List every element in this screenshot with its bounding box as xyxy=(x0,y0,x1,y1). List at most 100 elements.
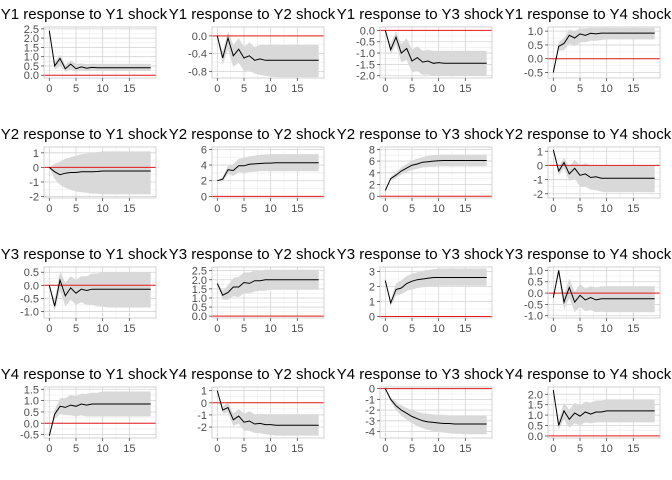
y-tick-label: 0.0 xyxy=(528,54,543,66)
ci-band xyxy=(553,268,655,313)
response-line xyxy=(48,403,151,436)
x-tick-label: 5 xyxy=(73,83,79,95)
x-tick-label: 0 xyxy=(550,443,556,455)
plot-frame xyxy=(43,386,157,439)
y-tick-label: 2 xyxy=(369,282,375,294)
panel-plot: 0 2 4 6 0 5 10 15 xyxy=(201,144,325,215)
plot-frame xyxy=(379,266,493,319)
ci-band xyxy=(49,391,151,436)
x-tick-label: 5 xyxy=(577,443,583,455)
y-tick-label: -1 xyxy=(533,175,543,187)
panel-plot: 10-1-20 5 10 15 xyxy=(197,386,325,455)
y-tick-label: 0.5 xyxy=(192,302,207,314)
x-tick-label: 5 xyxy=(241,203,247,215)
x-tick-label: 0 xyxy=(46,443,52,455)
y-tick-label: 8 xyxy=(369,144,375,156)
plot-frame xyxy=(43,26,157,79)
plot-frame xyxy=(547,266,661,319)
ci-band xyxy=(385,388,487,435)
x-tick-label: 10 xyxy=(97,323,109,335)
ci-band xyxy=(217,31,319,78)
x-tick-label: 5 xyxy=(577,323,583,335)
y-tick-label: -1.0 xyxy=(356,48,375,60)
x-tick-label: 0 xyxy=(214,323,220,335)
y-tick-label: 6 xyxy=(201,144,207,156)
y-tick-label: 3 xyxy=(369,267,375,279)
x-tick-label: 0 xyxy=(46,323,52,335)
x-tick-label: 0 xyxy=(214,443,220,455)
x-tick-label: 15 xyxy=(291,323,303,335)
y-tick-label: 1.5 xyxy=(24,384,39,396)
x-tick-label: 15 xyxy=(627,83,639,95)
y-tick-label: -0.4 xyxy=(188,49,207,61)
plot-frame xyxy=(547,146,661,199)
x-tick-label: 15 xyxy=(123,83,135,95)
y-tick-label: 1.5 xyxy=(528,400,543,412)
x-tick-label: 10 xyxy=(265,203,277,215)
y-tick-label: 0 xyxy=(201,191,207,203)
y-tick-label: -1.0 xyxy=(524,311,543,323)
irf-panel: Y1 response to Y1 shock 0.0 0.5 1.0 1.5 2.0 2.… xyxy=(0,0,168,120)
y-tick-label: 4 xyxy=(369,168,375,180)
x-tick-label: 15 xyxy=(123,443,135,455)
y-tick-label: -2 xyxy=(365,405,375,417)
ci-band xyxy=(217,269,319,300)
x-tick-label: 15 xyxy=(123,203,135,215)
x-tick-label: 0 xyxy=(382,203,388,215)
response-line xyxy=(216,35,319,61)
irf-panel: Y2 response to Y3 shock 0 2 4 6 8 0 5 10 15 xyxy=(336,120,504,240)
response-line xyxy=(384,388,487,425)
x-tick-label: 15 xyxy=(459,443,471,455)
x-tick-label: 15 xyxy=(123,323,135,335)
y-tick-label: 4 xyxy=(201,160,207,172)
panel-title: Y3 response to Y4 shock xyxy=(504,246,672,263)
plot-frame xyxy=(211,146,325,199)
y-tick-label: -0.8 xyxy=(188,66,207,78)
y-tick-label: 0 xyxy=(33,162,39,174)
x-tick-label: 5 xyxy=(241,83,247,95)
y-tick-label: 0.0 xyxy=(528,288,543,300)
y-tick-label: 0.0 xyxy=(192,311,207,323)
panel-title: Y2 response to Y1 shock xyxy=(0,126,168,143)
plot-frame xyxy=(211,386,325,439)
y-tick-label: 0 xyxy=(369,191,375,203)
panel-title: Y3 response to Y3 shock xyxy=(336,246,504,263)
panel-title: Y3 response to Y1 shock xyxy=(0,246,168,263)
x-tick-label: 15 xyxy=(627,443,639,455)
y-tick-label: -1 xyxy=(29,177,39,189)
y-tick-label: 0.5 xyxy=(24,267,39,279)
y-tick-label: 2.5 xyxy=(192,266,207,278)
y-tick-label: -1 xyxy=(365,394,375,406)
plot-frame xyxy=(547,26,661,79)
irf-panel: Y4 response to Y3 shock 0 -1 -2 -3 -4 0 5 10 15 xyxy=(336,360,504,480)
response-line xyxy=(552,390,655,426)
panel-title: Y3 response to Y2 shock xyxy=(168,246,336,263)
x-tick-label: 15 xyxy=(627,203,639,215)
y-tick-label: 2 xyxy=(201,176,207,188)
y-tick-label: 0.5 xyxy=(528,277,543,289)
panel-plot: 1.51.00.50.0-0.5 0 5 10 15 xyxy=(20,384,157,455)
response-line xyxy=(552,149,655,179)
x-tick-label: 10 xyxy=(433,323,445,335)
y-tick-label: 0.0 xyxy=(24,280,39,292)
panel-title: Y1 response to Y3 shock xyxy=(336,6,504,23)
irf-panel: Y3 response to Y1 shock 0.5 0.0 -0.5 -1.0 0 5 1… xyxy=(0,240,168,360)
irf-panel: Y2 response to Y2 shock 0 2 4 6 0 5 10 15 xyxy=(168,120,336,240)
y-tick-label: 0 xyxy=(537,160,543,172)
response-line xyxy=(48,278,151,307)
x-tick-label: 10 xyxy=(601,83,613,95)
y-tick-label: 1.0 xyxy=(24,52,39,64)
x-tick-label: 15 xyxy=(459,83,471,95)
ci-band xyxy=(553,27,655,73)
x-tick-label: 15 xyxy=(459,203,471,215)
x-tick-label: 10 xyxy=(265,443,277,455)
panel-title: Y1 response to Y2 shock xyxy=(168,6,336,23)
y-tick-label: 2 xyxy=(369,180,375,192)
x-tick-label: 5 xyxy=(241,443,247,455)
irf-panel: Y3 response to Y2 shock 0.0 0.5 1.0 1.5 2.0 2.… xyxy=(168,240,336,360)
ci-band xyxy=(49,151,151,195)
x-tick-label: 5 xyxy=(241,323,247,335)
x-tick-label: 5 xyxy=(73,323,79,335)
response-line xyxy=(384,160,487,191)
y-tick-label: 0.0 xyxy=(192,31,207,43)
